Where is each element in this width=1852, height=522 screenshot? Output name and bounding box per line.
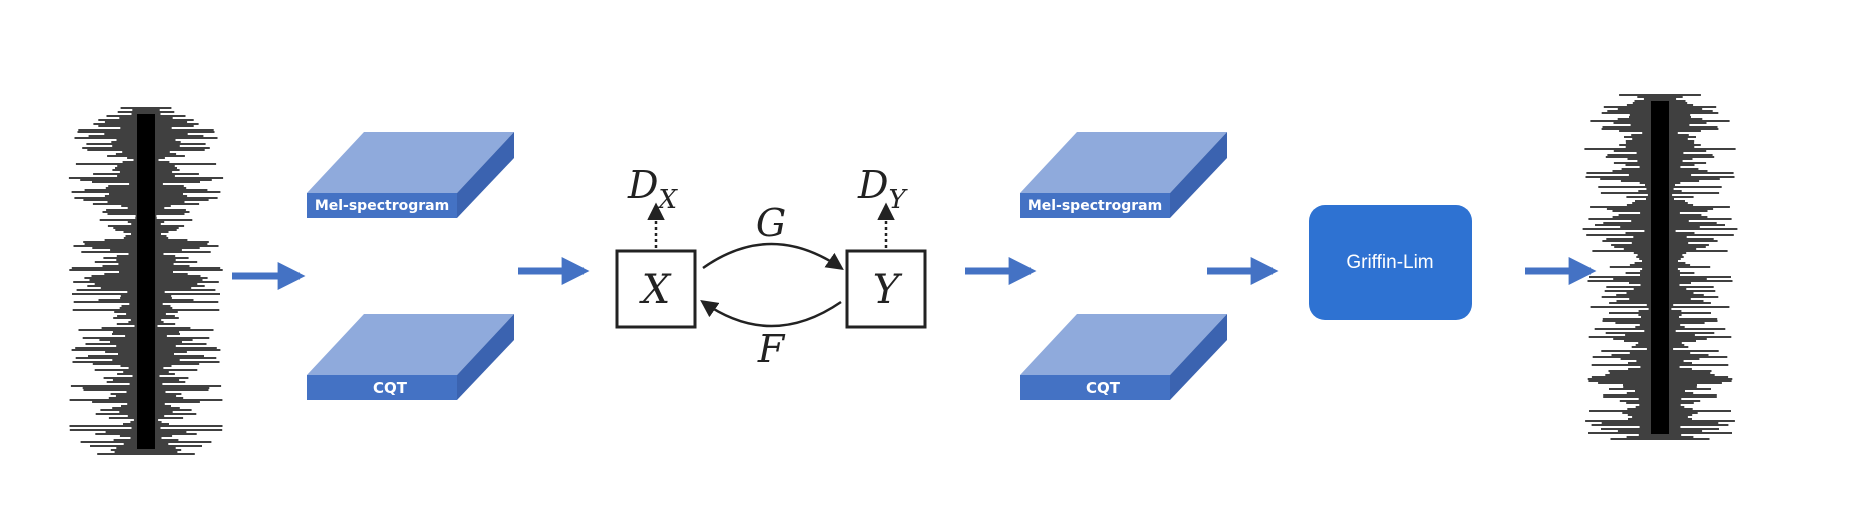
output-mel-label: Mel-spectrogram [1028, 198, 1162, 214]
waveform-core [137, 114, 155, 449]
generator-g-label: G [756, 201, 786, 245]
input-mel-spectrogram-block: Mel-spectrogram [307, 132, 514, 218]
domain-x-label: X [639, 267, 672, 313]
discriminator-x-label: DX [627, 163, 678, 215]
domain-y-node [845, 249, 927, 329]
griffin-lim-block: Griffin-Lim [1309, 205, 1472, 320]
cyclegan-module: X Y DX DY G F [615, 163, 927, 371]
input-waveform-icon [68, 107, 224, 455]
input-cqt-label: CQT [373, 379, 408, 397]
waveform-core [1651, 101, 1669, 434]
griffin-lim-label: Griffin-Lim [1346, 252, 1433, 273]
output-mel-spectrogram-block: Mel-spectrogram [1020, 132, 1227, 218]
output-cqt-label: CQT [1086, 379, 1121, 397]
input-cqt-block: CQT [307, 314, 514, 400]
generator-f-label: F [757, 327, 786, 371]
input-mel-label: Mel-spectrogram [315, 198, 449, 214]
output-cqt-block: CQT [1020, 314, 1227, 400]
discriminator-y-label: DY [857, 163, 908, 215]
domain-y-label: Y [873, 267, 903, 313]
mapping-f-arrow-icon [700, 299, 842, 328]
mapping-g-arrow-icon [702, 242, 844, 270]
output-waveform-icon [1582, 94, 1738, 440]
domain-x-node [615, 249, 697, 329]
